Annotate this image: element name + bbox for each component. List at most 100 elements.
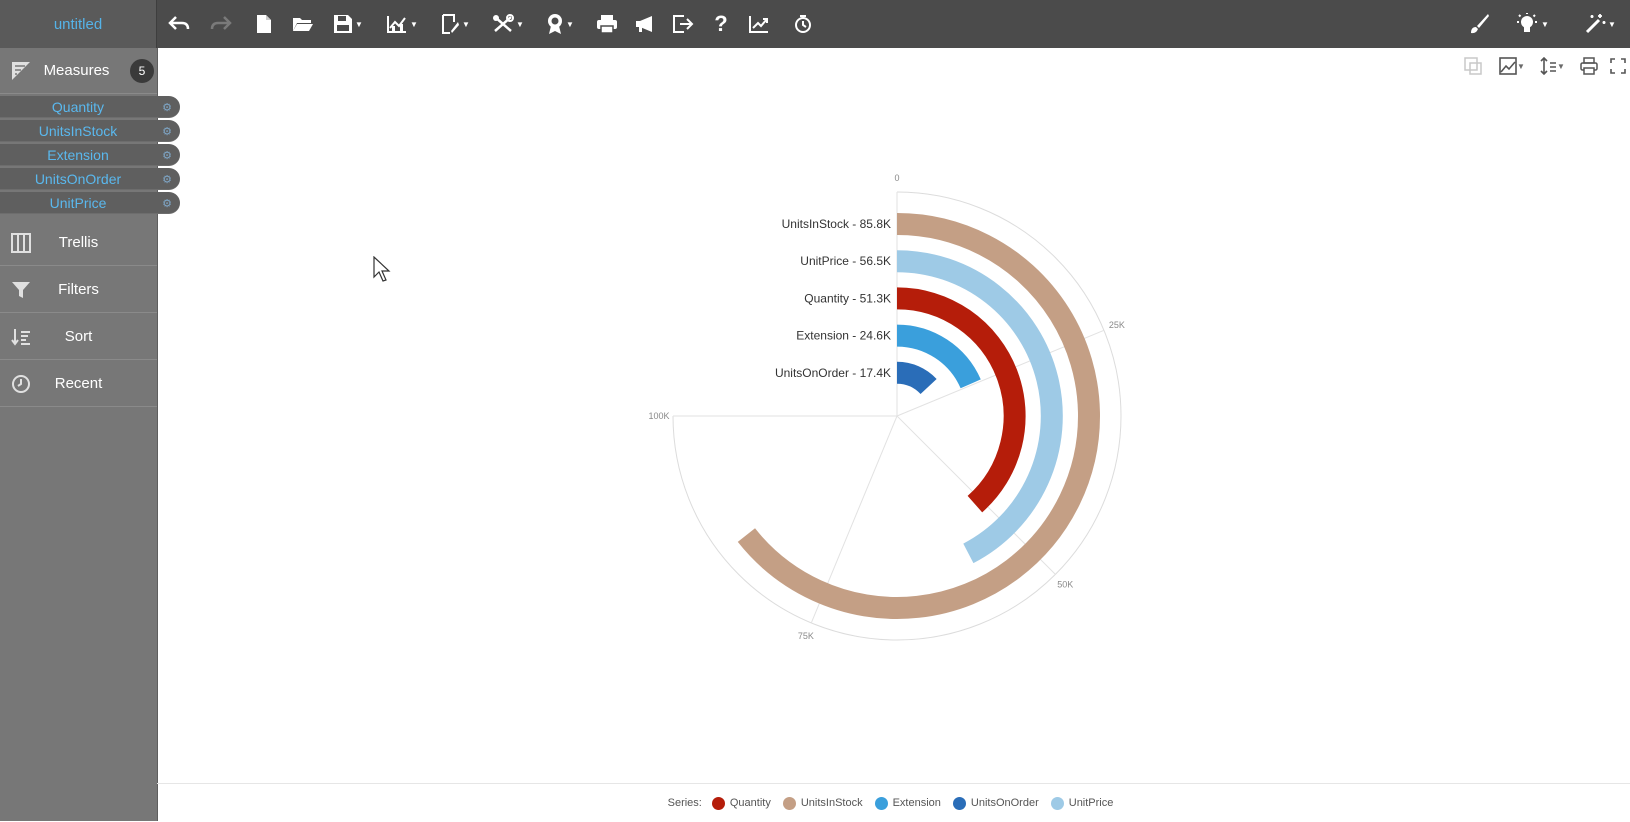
series-data-label: UnitsInStock - 85.8K [782, 217, 891, 231]
measure-pill-unitsinstock[interactable]: UnitsInStock ⚙ [0, 120, 180, 142]
sidebar-item-trellis[interactable]: Trellis [0, 220, 157, 266]
legend-item-unitsonorder[interactable]: UnitsOnOrder [952, 796, 1039, 810]
copy-icon [1464, 57, 1482, 75]
export-button[interactable] [670, 10, 696, 38]
sidebar-item-label: Sort [64, 328, 93, 345]
height-button[interactable]: ▼ [1536, 56, 1568, 76]
new-file-icon [257, 15, 271, 33]
measure-pill-label: Quantity [51, 98, 105, 115]
legend-item-extension[interactable]: Extension [874, 796, 941, 810]
sidebar-item-measures[interactable]: Measures 5 [0, 48, 157, 94]
edit-button[interactable]: ▼ [440, 10, 472, 38]
angular-tick-label: 100K [648, 411, 669, 421]
measure-pill-quantity[interactable]: Quantity ⚙ [0, 96, 180, 118]
measures-icon [10, 60, 32, 82]
measure-pill-unitprice[interactable]: UnitPrice ⚙ [0, 192, 180, 214]
save-icon [334, 15, 353, 33]
top-toolbar: untitled ▼ ▼ ▼ ▼ ▼ ? [0, 0, 1630, 48]
redo-icon [210, 16, 232, 30]
sidebar-item-label: Recent [54, 375, 103, 392]
radial-bar [896, 324, 981, 389]
legend-item-unitsinstock[interactable]: UnitsInStock [782, 796, 863, 810]
legend-label: UnitsInStock [800, 797, 863, 809]
height-icon [1540, 57, 1557, 75]
sidebar-item-sort[interactable]: Sort [0, 314, 157, 360]
radial-bar-chart: 0 25K 50K 75K 100K UnitsInStock - 85.8K UnitPr… [648, 173, 1125, 641]
measure-pill-label: UnitPrice [49, 194, 107, 211]
chart-type-icon [387, 16, 407, 33]
legend-item-unitprice[interactable]: UnitPrice [1050, 796, 1114, 810]
announce-icon [636, 16, 652, 32]
copy-chart-button[interactable] [1462, 56, 1484, 76]
sidebar-item-recent[interactable]: Recent [0, 361, 157, 407]
clock-icon [10, 373, 32, 395]
legend-title: Series: [667, 797, 702, 809]
chevron-down-icon: ▼ [462, 19, 470, 29]
chevron-down-icon: ▼ [1517, 61, 1525, 71]
history-icon [795, 15, 811, 33]
lightbulb-button[interactable]: ▼ [1512, 10, 1552, 38]
legend-label: UnitPrice [1068, 797, 1114, 809]
undo-button[interactable] [164, 10, 194, 38]
award-button[interactable]: ▼ [542, 10, 578, 38]
document-title[interactable]: untitled [0, 0, 157, 48]
chevron-down-icon: ▼ [410, 19, 418, 29]
fullscreen-button[interactable] [1608, 56, 1628, 76]
brush-button[interactable] [1464, 10, 1494, 38]
settings-icon[interactable]: ⚙ [162, 149, 172, 162]
open-folder-button[interactable] [290, 10, 316, 38]
tools-icon [493, 14, 515, 32]
print-icon [597, 15, 617, 34]
new-file-button[interactable] [252, 10, 276, 38]
magic-wand-icon [1585, 14, 1606, 34]
trend-icon [749, 16, 768, 33]
tools-button[interactable]: ▼ [490, 10, 526, 38]
settings-icon[interactable]: ⚙ [162, 197, 172, 210]
sidebar-item-filters[interactable]: Filters [0, 267, 157, 313]
legend-swatch [782, 796, 796, 810]
measure-pill-extension[interactable]: Extension ⚙ [0, 144, 180, 166]
trend-button[interactable] [746, 10, 772, 38]
history-button[interactable] [790, 10, 816, 38]
sidebar: Measures 5 Quantity ⚙ UnitsInStock ⚙ Ext… [0, 48, 180, 821]
magic-wand-button[interactable]: ▼ [1580, 10, 1620, 38]
radial-bar [896, 287, 1026, 513]
chart-type-button[interactable]: ▼ [384, 10, 420, 38]
redo-button[interactable] [206, 10, 236, 38]
angular-tick-label: 25K [1109, 320, 1125, 330]
image-export-button[interactable]: ▼ [1496, 56, 1528, 76]
sidebar-item-label: Filters [58, 281, 99, 298]
export-icon [673, 15, 694, 33]
measure-pill-unitsonorder[interactable]: UnitsOnOrder ⚙ [0, 168, 180, 190]
open-folder-icon [293, 18, 313, 31]
angular-tick-label: 50K [1057, 579, 1073, 589]
settings-icon[interactable]: ⚙ [162, 125, 172, 138]
print-button[interactable] [594, 10, 620, 38]
fullscreen-icon [1610, 58, 1626, 74]
radial-bar [896, 361, 937, 395]
radial-bar [737, 213, 1100, 619]
print-chart-button[interactable] [1578, 56, 1600, 76]
print-icon [1580, 57, 1598, 75]
chevron-down-icon: ▼ [516, 19, 524, 29]
lightbulb-icon [1517, 13, 1538, 32]
chevron-down-icon: ▼ [566, 19, 574, 29]
help-icon: ? [714, 11, 728, 36]
settings-icon[interactable]: ⚙ [162, 173, 172, 186]
series-data-label: Extension - 24.6K [796, 329, 891, 343]
mouse-cursor-icon [373, 256, 391, 282]
announce-button[interactable] [632, 10, 658, 38]
legend-item-quantity[interactable]: Quantity [711, 796, 771, 810]
image-icon [1499, 57, 1517, 75]
save-button[interactable]: ▼ [330, 10, 366, 38]
measure-pill-label: UnitsOnOrder [34, 170, 122, 187]
sidebar-item-label: Measures [43, 62, 110, 79]
trellis-icon [10, 232, 32, 254]
measure-pill-label: UnitsInStock [38, 122, 118, 139]
chevron-down-icon: ▼ [1541, 19, 1549, 29]
series-data-label: UnitsOnOrder - 17.4K [775, 366, 891, 380]
chart-area: 0 25K 50K 75K 100K UnitsInStock - 85.8K UnitPr… [157, 48, 1630, 783]
settings-icon[interactable]: ⚙ [162, 101, 172, 114]
series-data-label: UnitPrice - 56.5K [800, 254, 891, 268]
help-button[interactable]: ? [710, 10, 732, 38]
